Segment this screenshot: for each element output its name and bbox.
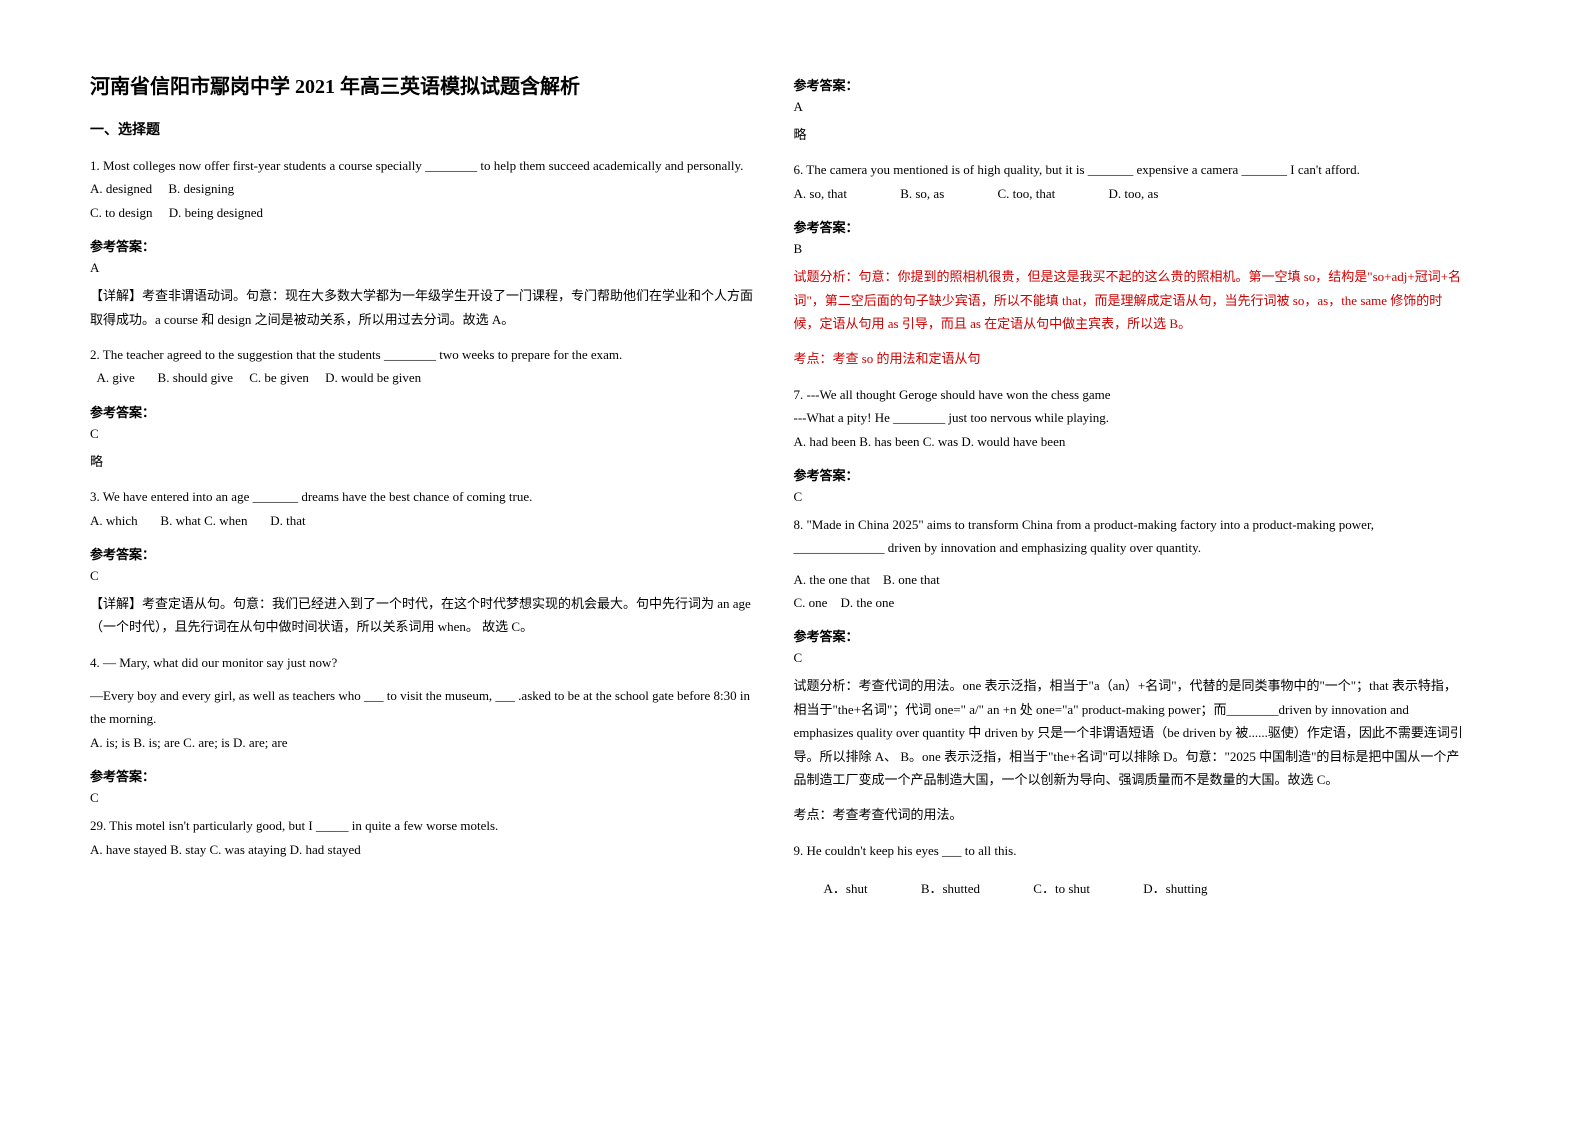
question-9-opt-d: D．shutting xyxy=(1143,877,1207,900)
question-29-options: A. have stayed B. stay C. was ataying D.… xyxy=(90,838,764,861)
question-9-text: 9. He couldn't keep his eyes ___ to all … xyxy=(794,839,1468,862)
question-8-opt-c: C. one xyxy=(794,595,828,610)
answer-label-6: 参考答案： xyxy=(794,217,1468,236)
answer-label-2: 参考答案： xyxy=(90,402,764,421)
question-1: 1. Most colleges now offer first-year st… xyxy=(90,154,764,224)
answer-label-3: 参考答案： xyxy=(90,544,764,563)
question-7-options: A. had been B. has been C. was D. would … xyxy=(794,430,1468,453)
analysis-8: 试题分析：考查代词的用法。one 表示泛指，相当于"a（an）+名词"，代替的是… xyxy=(794,674,1468,791)
question-4: 4. — Mary, what did our monitor say just… xyxy=(90,651,764,755)
question-9-opt-c: C．to shut xyxy=(1033,877,1090,900)
question-6-opt-c: C. too, that xyxy=(998,182,1056,205)
explanation-2: 略 xyxy=(90,450,764,473)
answer-label-5: 参考答案： xyxy=(794,75,1468,94)
explanation-1: 【详解】考查非谓语动词。句意：现在大多数大学都为一年级学生开设了一门课程，专门帮… xyxy=(90,284,764,331)
answer-3: C xyxy=(90,568,764,584)
analysis-6: 试题分析：句意：你提到的照相机很贵，但是这是我买不起的这么贵的照相机。第一空填 … xyxy=(794,265,1468,335)
question-3: 3. We have entered into an age _______ d… xyxy=(90,485,764,532)
explanation-3: 【详解】考查定语从句。句意：我们已经进入到了一个时代，在这个时代梦想实现的机会最… xyxy=(90,592,764,639)
question-4-options: A. is; is B. is; are C. are; is D. are; … xyxy=(90,731,764,754)
answer-1: A xyxy=(90,260,764,276)
question-2-opt-b: B. should give xyxy=(158,370,233,385)
answer-label-4: 参考答案： xyxy=(90,766,764,785)
question-8-options-row1: A. the one that B. one that xyxy=(794,568,1468,591)
question-4-text2: —Every boy and every girl, as well as te… xyxy=(90,684,764,731)
question-3-opt-a: A. which xyxy=(90,513,138,528)
question-29-text: 29. This motel isn't particularly good, … xyxy=(90,814,764,837)
question-6-opt-d: D. too, as xyxy=(1109,182,1159,205)
question-2-options: A. give B. should give C. be given D. wo… xyxy=(90,366,764,389)
question-9-opt-a: A．shut xyxy=(824,877,868,900)
answer-6: B xyxy=(794,241,1468,257)
question-8-options-row2: C. one D. the one xyxy=(794,591,1468,614)
question-7: 7. ---We all thought Geroge should have … xyxy=(794,383,1468,453)
question-8-opt-a: A. the one that xyxy=(794,572,871,587)
question-6-text: 6. The camera you mentioned is of high q… xyxy=(794,158,1468,181)
question-7-line2: ---What a pity! He ________ just too ner… xyxy=(794,406,1468,429)
question-8-opt-d: D. the one xyxy=(840,595,894,610)
question-6-opt-b: B. so, as xyxy=(900,182,944,205)
answer-label-7: 参考答案： xyxy=(794,465,1468,484)
question-1-options-row1: A. designed B. designing xyxy=(90,177,764,200)
question-8-text: 8. "Made in China 2025" aims to transfor… xyxy=(794,513,1468,560)
question-7-line1: 7. ---We all thought Geroge should have … xyxy=(794,383,1468,406)
answer-5: A xyxy=(794,99,1468,115)
page-title: 河南省信阳市鄢岗中学 2021 年高三英语模拟试题含解析 xyxy=(90,70,764,99)
question-1-options-row2: C. to design D. being designed xyxy=(90,201,764,224)
explanation-5: 略 xyxy=(794,123,1468,146)
question-2-opt-c: C. be given xyxy=(249,370,309,385)
question-1-text: 1. Most colleges now offer first-year st… xyxy=(90,154,764,177)
question-2-opt-a: A. give xyxy=(97,370,135,385)
answer-7: C xyxy=(794,489,1468,505)
question-1-opt-c: C. to design xyxy=(90,205,152,220)
answer-label-8: 参考答案： xyxy=(794,626,1468,645)
answer-8: C xyxy=(794,650,1468,666)
question-6-opt-a: A. so, that xyxy=(794,182,847,205)
question-2: 2. The teacher agreed to the suggestion … xyxy=(90,343,764,390)
question-9: 9. He couldn't keep his eyes ___ to all … xyxy=(794,839,1468,901)
question-4-text: 4. — Mary, what did our monitor say just… xyxy=(90,651,764,674)
question-3-opt-d: D. that xyxy=(270,513,305,528)
question-9-options: A．shut B．shutted C．to shut D．shutting xyxy=(794,877,1468,900)
topic-8: 考点：考查考查代词的用法。 xyxy=(794,803,1468,826)
question-2-opt-d: D. would be given xyxy=(325,370,421,385)
right-column: 参考答案： A 略 6. The camera you mentioned is… xyxy=(794,70,1498,1092)
answer-4: C xyxy=(90,790,764,806)
question-8-opt-b: B. one that xyxy=(883,572,940,587)
question-6-options: A. so, that B. so, as C. too, that D. to… xyxy=(794,182,1468,205)
question-3-opt-b: B. what C. when xyxy=(160,513,247,528)
section-header: 一、选择题 xyxy=(90,119,764,139)
question-6: 6. The camera you mentioned is of high q… xyxy=(794,158,1468,205)
question-1-opt-b: B. designing xyxy=(168,181,234,196)
question-29: 29. This motel isn't particularly good, … xyxy=(90,814,764,861)
question-1-opt-d: D. being designed xyxy=(169,205,263,220)
question-2-text: 2. The teacher agreed to the suggestion … xyxy=(90,343,764,366)
question-1-opt-a: A. designed xyxy=(90,181,152,196)
question-9-opt-b: B．shutted xyxy=(921,877,980,900)
left-column: 河南省信阳市鄢岗中学 2021 年高三英语模拟试题含解析 一、选择题 1. Mo… xyxy=(90,70,794,1092)
answer-2: C xyxy=(90,426,764,442)
question-3-text: 3. We have entered into an age _______ d… xyxy=(90,485,764,508)
answer-label-1: 参考答案： xyxy=(90,236,764,255)
question-3-options: A. which B. what C. when D. that xyxy=(90,509,764,532)
topic-6: 考点：考查 so 的用法和定语从句 xyxy=(794,347,1468,370)
question-8: 8. "Made in China 2025" aims to transfor… xyxy=(794,513,1468,615)
